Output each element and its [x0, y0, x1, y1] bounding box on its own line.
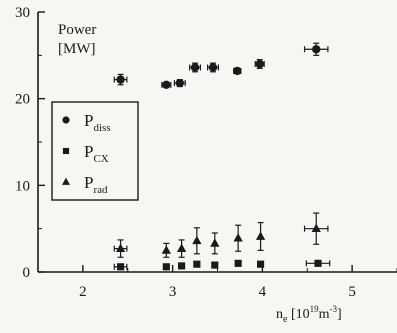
p-diss-point [208, 63, 218, 72]
p-cx-point [117, 263, 125, 271]
legend-label-p-cx: PCX [84, 142, 109, 165]
p-rad-point [192, 235, 202, 245]
legend-marker-p-cx [62, 147, 70, 155]
y-tick-label: 30 [15, 5, 30, 21]
x-axis-label: ne [1019m-3] [276, 304, 342, 325]
legend-label-p-rad: Prad [84, 173, 108, 196]
p-diss-point [312, 45, 321, 54]
p-rad-point [255, 231, 266, 240]
p-rad-point [311, 223, 321, 233]
x-tick-label: 5 [348, 284, 356, 300]
legend-label-p-diss: Pdiss [84, 111, 111, 134]
p-rad-point [161, 245, 171, 254]
p-rad-point [176, 243, 187, 252]
p-cx-point [211, 261, 219, 269]
legend-marker-p-rad [62, 177, 70, 185]
p-cx-point [234, 259, 242, 267]
p-rad-point [115, 243, 126, 252]
p-diss-point [190, 63, 200, 72]
p-cx-point [162, 263, 170, 271]
y-tick-label: 20 [15, 92, 30, 108]
legend-marker-p-diss [62, 116, 70, 124]
p-cx-point [314, 259, 322, 267]
p-cx-point [257, 260, 265, 268]
y-tick-label: 0 [23, 265, 31, 281]
p-cx-point [178, 262, 186, 270]
p-rad-point [210, 238, 220, 247]
p-rad-point [233, 233, 243, 242]
p-diss-point [162, 80, 171, 90]
p-diss-point [175, 78, 185, 88]
p-diss-point [233, 66, 242, 76]
p-diss-point [116, 75, 125, 84]
y-tick-label: 10 [15, 178, 30, 194]
x-tick-label: 4 [259, 284, 267, 300]
p-cx-point [193, 260, 201, 268]
x-tick-label: 2 [79, 284, 87, 300]
annotation-power: Power [58, 22, 96, 38]
x-tick-label: 3 [169, 284, 177, 300]
p-diss-point [255, 59, 264, 69]
annotation-units: [MW] [58, 41, 96, 57]
